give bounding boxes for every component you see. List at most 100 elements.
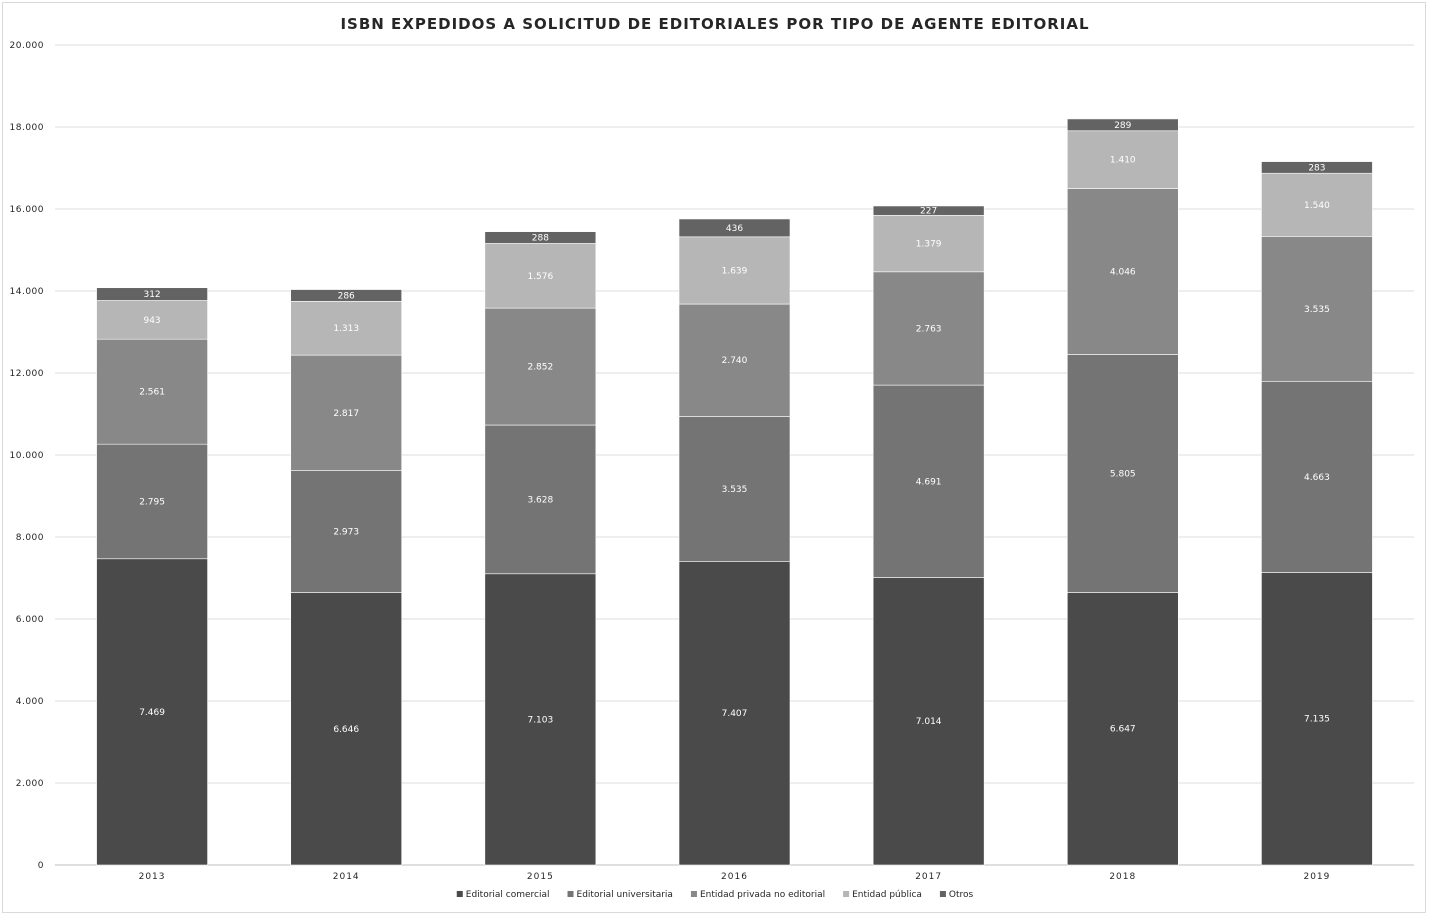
bar-segment-2016-2: [678, 303, 791, 417]
data-label: 1.576: [527, 272, 553, 282]
x-axis: 2013 2014 2015 2016 2017 2018 2019: [139, 872, 1330, 882]
data-label: 6.647: [1110, 725, 1136, 735]
data-label: 1.379: [916, 240, 942, 250]
y-tick-label: 10.000: [10, 451, 45, 461]
bar-segment-2019-0: [1261, 572, 1373, 866]
y-tick-label: 14.000: [10, 287, 45, 297]
bar-segment-2015-2: [484, 307, 597, 426]
data-label: 943: [143, 316, 160, 326]
data-label: 2.795: [139, 497, 165, 507]
bars: 7.469 2.795 2.561 943 312 6.646 2.973 2.817 1.31…: [96, 118, 1373, 866]
bar-segment-2015-4: [484, 231, 597, 244]
legend-item: Entidad pública: [843, 890, 922, 900]
bar-segment-2017-3: [872, 214, 985, 273]
legend-item: Otros: [939, 890, 974, 900]
data-label: 3.628: [527, 495, 553, 505]
data-label: 2.817: [333, 409, 359, 419]
data-label: 283: [1308, 163, 1325, 173]
bar-segment-2017-1: [872, 384, 985, 578]
data-label: 7.469: [139, 708, 165, 718]
legend-swatch: [843, 891, 850, 897]
y-tick-label: 12.000: [10, 369, 45, 379]
bar-segment-2013-3: [96, 300, 208, 340]
legend-label: Entidad pública: [852, 890, 922, 900]
legend-swatch: [690, 891, 697, 897]
data-label: 2.561: [139, 388, 165, 398]
bar-segment-2013-1: [96, 443, 208, 560]
y-tick-label: 2.000: [16, 779, 44, 789]
data-label: 7.103: [527, 715, 553, 725]
legend-item: Editorial universitaria: [567, 890, 673, 900]
bar-segment-2014-1: [290, 470, 403, 593]
data-label: 5.805: [1110, 469, 1136, 479]
data-label: 289: [1114, 121, 1131, 131]
data-label: 7.014: [916, 717, 942, 727]
bar-segment-2018-1: [1066, 354, 1179, 593]
bar-segment-2019-1: [1261, 380, 1373, 573]
bar-segment-2014-3: [290, 300, 403, 356]
bar-segment-2018-0: [1066, 592, 1179, 866]
data-label: 312: [143, 290, 160, 300]
y-axis: 0 2.000 4.000 6.000 8.000 10.000 12.000 14.000 1…: [10, 41, 45, 871]
bar-segment-2018-4: [1066, 118, 1179, 132]
bar-segment-2013-4: [96, 287, 208, 301]
y-tick-label: 6.000: [16, 615, 44, 625]
data-label: 2.763: [916, 324, 942, 334]
data-label: 288: [532, 234, 549, 244]
data-label: 286: [338, 291, 355, 301]
x-tick-label: 2013: [139, 872, 166, 882]
x-tick-label: 2017: [915, 872, 942, 882]
bar-segment-2019-2: [1261, 236, 1373, 382]
bar-segment-2016-4: [678, 218, 791, 238]
x-tick-label: 2018: [1109, 872, 1136, 882]
x-tick-label: 2014: [333, 872, 360, 882]
data-label: 1.410: [1110, 156, 1136, 166]
data-label: 2.852: [527, 363, 553, 373]
legend-swatch: [456, 891, 463, 897]
x-tick-label: 2015: [527, 872, 554, 882]
y-tick-label: 4.000: [16, 697, 44, 707]
data-label: 6.646: [333, 725, 359, 735]
gridlines: [55, 44, 1414, 866]
bar-segment-2015-1: [484, 424, 597, 575]
data-label: 3.535: [1304, 305, 1330, 315]
legend-label: Editorial comercial: [466, 890, 550, 900]
chart-title: ISBN EXPEDIDOS A SOLICITUD DE EDITORIALE…: [340, 15, 1089, 33]
bar-segment-2014-4: [290, 289, 403, 302]
x-tick-label: 2019: [1303, 872, 1330, 882]
y-tick-label: 20.000: [10, 41, 45, 51]
bar-segment-2014-0: [290, 592, 403, 866]
y-tick-label: 8.000: [16, 533, 44, 543]
legend-label: Entidad privada no editorial: [700, 890, 825, 900]
bar-segment-2019-4: [1261, 161, 1373, 174]
bar-segment-2016-1: [678, 416, 791, 562]
bar-segment-2014-2: [290, 354, 403, 471]
y-tick-label: 18.000: [10, 123, 45, 133]
data-label: 7.135: [1304, 715, 1330, 725]
x-tick-label: 2016: [721, 872, 748, 882]
bar-segment-2018-3: [1066, 130, 1179, 189]
legend-label: Otros: [949, 890, 974, 900]
bar-segment-2017-2: [872, 271, 985, 386]
legend-label: Editorial universitaria: [577, 890, 673, 900]
legend-item: Entidad privada no editorial: [690, 890, 825, 900]
data-label: 1.313: [333, 324, 359, 334]
data-label: 436: [726, 224, 743, 234]
y-tick-label: 16.000: [10, 205, 45, 215]
legend-swatch: [567, 891, 574, 897]
legend-item: Editorial comercial: [456, 890, 550, 900]
data-label: 4.691: [916, 477, 942, 487]
data-label: 4.663: [1304, 473, 1330, 483]
data-label: 2.973: [333, 528, 359, 538]
bar-segment-2017-4: [872, 205, 985, 216]
y-tick-label: 0: [38, 861, 44, 871]
data-label: 227: [920, 207, 937, 217]
data-label: 1.540: [1304, 201, 1330, 211]
legend: Editorial comercial Editorial universitar…: [456, 890, 974, 900]
data-label: 7.407: [722, 709, 748, 719]
data-label: 3.535: [722, 485, 748, 495]
legend-swatch: [939, 891, 946, 897]
bar-segment-2015-3: [484, 243, 597, 309]
